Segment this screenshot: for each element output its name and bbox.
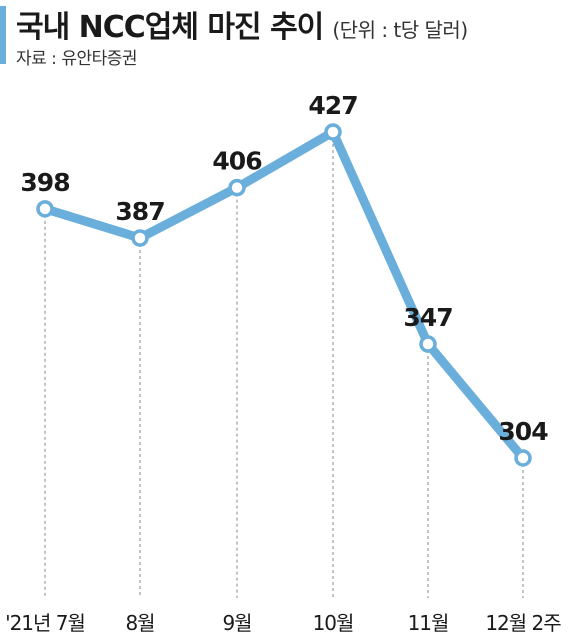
chart-title: 국내 NCC업체 마진 추이 [16, 10, 324, 45]
data-point [514, 449, 532, 467]
series-line-layer [40, 127, 528, 463]
category-label: 9월 [222, 611, 251, 635]
title-line: 국내 NCC업체 마진 추이 (단위 : t당 달러) [16, 2, 468, 46]
chart-source: 자료 : 유안타증권 [16, 49, 138, 69]
value-label: 406 [212, 147, 262, 176]
value-label: 427 [308, 91, 357, 120]
data-point [324, 123, 342, 141]
category-label: 8월 [125, 611, 154, 635]
data-point [228, 178, 246, 197]
value-label: 347 [403, 303, 452, 332]
title-accent-bar [0, 6, 6, 64]
category-label: 10월 [313, 611, 354, 635]
category-label: 11월 [408, 611, 449, 635]
data-point [419, 335, 437, 353]
value-label: 398 [20, 168, 69, 197]
data-point [131, 229, 149, 247]
category-label: '21년 7월 [5, 611, 85, 635]
category-label: 12월 2주 [485, 611, 561, 635]
value-label: 304 [498, 417, 548, 446]
value-labels: 398 387 406 427 347 304 [20, 91, 549, 446]
guide-lines [44, 132, 524, 598]
chart-unit: (단위 : t당 달러) [332, 18, 468, 42]
value-label: 387 [115, 197, 164, 226]
series-line [40, 127, 528, 463]
data-point [36, 200, 54, 218]
category-labels: '21년 7월 8월 9월 10월 11월 12월 2주 [5, 611, 562, 635]
data-points [36, 123, 532, 467]
